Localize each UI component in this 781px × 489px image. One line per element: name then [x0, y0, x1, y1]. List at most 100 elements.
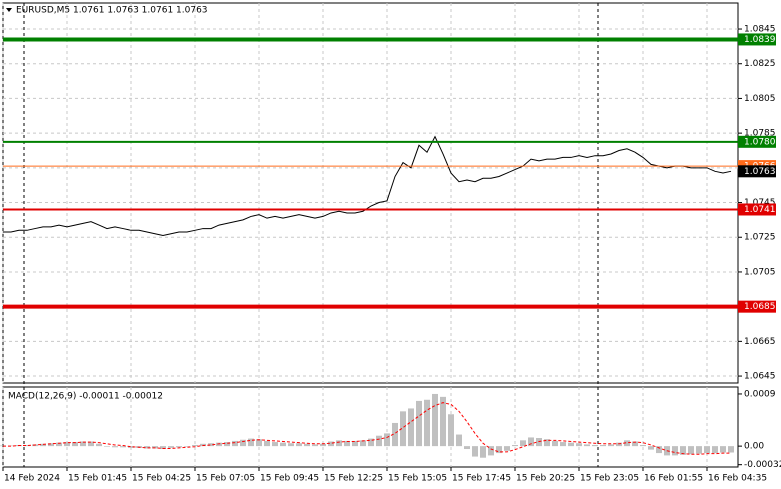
macd-bar	[248, 438, 254, 447]
macd-bar	[576, 443, 582, 447]
x-tick-label: 15 Feb 04:25	[132, 474, 191, 484]
macd-bar	[24, 444, 30, 447]
macd-bar	[168, 446, 174, 448]
x-tick-label: 15 Feb 17:45	[452, 474, 511, 484]
macd-bar	[64, 442, 70, 447]
y-tick-label: -0.00032	[744, 460, 781, 470]
macd-bar	[192, 444, 198, 447]
macd-bar	[416, 400, 422, 447]
macd-bar	[104, 446, 110, 447]
level-label: 1.0741	[744, 205, 776, 215]
macd-bar	[688, 446, 694, 455]
macd-bar	[320, 443, 326, 447]
macd-bar	[672, 446, 678, 456]
macd-bar	[40, 443, 46, 447]
x-tick-label: 15 Feb 09:45	[260, 474, 319, 484]
macd-bar	[176, 446, 182, 448]
macd-bar	[680, 446, 686, 455]
macd-title: MACD(12,26,9) -0.00011 -0.00012	[8, 392, 163, 402]
macd-bar	[112, 446, 118, 448]
macd-bar	[328, 441, 334, 447]
x-tick-label: 15 Feb 07:05	[196, 474, 255, 484]
macd-bar	[552, 440, 558, 447]
y-tick-label: 1.0805	[744, 94, 776, 104]
macd-bar	[352, 440, 358, 447]
macd-bar	[560, 442, 566, 447]
macd-bar	[424, 399, 430, 447]
x-tick-label: 15 Feb 20:25	[516, 474, 575, 484]
macd-bar	[216, 442, 222, 447]
macd-bar	[496, 446, 502, 454]
macd-bar	[704, 446, 710, 454]
macd-bar	[640, 444, 646, 447]
macd-bar	[648, 446, 654, 450]
macd-bar	[592, 444, 598, 447]
macd-bar	[272, 442, 278, 447]
level-label-box	[738, 165, 776, 178]
y-tick-label: 1.0745	[744, 198, 776, 208]
macd-bar	[184, 446, 190, 447]
macd-bar	[128, 446, 134, 448]
x-tick-label: 14 Feb 2024	[4, 474, 60, 484]
macd-bar	[432, 393, 438, 447]
macd-bar	[720, 446, 726, 453]
x-tick-label: 16 Feb 04:35	[708, 474, 767, 484]
macd-bar	[264, 440, 270, 447]
macd-bar	[400, 411, 406, 447]
macd-bar	[224, 442, 230, 447]
macd-bar	[616, 442, 622, 447]
macd-bar	[504, 446, 510, 451]
y-tick-label: 1.0825	[744, 59, 776, 69]
macd-bar	[600, 444, 606, 447]
macd-bar	[584, 444, 590, 447]
macd-bar	[152, 446, 158, 449]
x-tick-label: 16 Feb 01:55	[644, 474, 703, 484]
x-tick-label: 15 Feb 12:25	[324, 474, 383, 484]
price-panel-frame	[2, 2, 739, 384]
macd-bar	[480, 446, 486, 458]
menu-icon	[6, 8, 12, 12]
macd-bar	[312, 444, 318, 447]
macd-bar	[728, 446, 734, 453]
macd-bar	[608, 444, 614, 447]
level-label-box	[738, 300, 776, 313]
macd-bar	[464, 446, 470, 450]
macd-bar	[304, 443, 310, 447]
macd-bar	[568, 442, 574, 447]
macd-bar	[520, 440, 526, 447]
macd-bar	[208, 443, 214, 447]
y-tick-label: 0.0009	[744, 389, 776, 399]
x-tick-label: 15 Feb 23:05	[580, 474, 639, 484]
macd-bar	[240, 439, 246, 447]
macd-bar	[368, 438, 374, 447]
chart-title: EURUSD,M5 1.0761 1.0763 1.0761 1.0763	[16, 6, 208, 16]
macd-bar	[512, 444, 518, 447]
macd-bar	[160, 446, 166, 450]
level-label: 1.0685	[744, 302, 776, 312]
y-tick-label: 1.0645	[744, 372, 776, 382]
macd-bar	[360, 440, 366, 447]
macd-bar	[72, 442, 78, 447]
macd-bar	[256, 439, 262, 447]
y-tick-label: 1.0665	[744, 337, 776, 347]
macd-bar	[536, 438, 542, 447]
macd-bar	[384, 433, 390, 447]
macd-bar	[544, 439, 550, 447]
macd-bar	[456, 434, 462, 447]
macd-bar	[712, 446, 718, 454]
macd-bar	[488, 446, 494, 456]
x-tick-label: 15 Feb 01:45	[68, 474, 127, 484]
level-label-box	[738, 203, 776, 216]
level-label: 1.0780	[744, 137, 776, 147]
macd-bar	[624, 440, 630, 447]
macd-panel-frame	[2, 386, 739, 468]
macd-bar	[440, 396, 446, 447]
y-tick-label: 1.0785	[744, 129, 776, 139]
macd-bar	[448, 414, 454, 447]
level-label: 1.0839	[744, 35, 776, 45]
macd-bar	[96, 443, 102, 447]
signal-line	[3, 402, 731, 455]
macd-bar	[632, 441, 638, 447]
macd-bar	[392, 422, 398, 447]
